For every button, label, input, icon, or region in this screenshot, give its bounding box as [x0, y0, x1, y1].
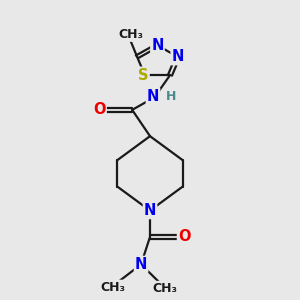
Text: CH₃: CH₃	[118, 28, 144, 41]
Text: N: N	[151, 38, 164, 53]
Text: N: N	[172, 49, 184, 64]
Text: H: H	[166, 90, 176, 103]
Text: N: N	[147, 89, 159, 104]
Text: CH₃: CH₃	[100, 281, 125, 294]
Text: O: O	[93, 102, 106, 117]
Text: N: N	[144, 203, 156, 218]
Text: CH₃: CH₃	[152, 282, 177, 295]
Text: O: O	[178, 230, 190, 244]
Text: S: S	[138, 68, 148, 83]
Text: N: N	[135, 257, 147, 272]
